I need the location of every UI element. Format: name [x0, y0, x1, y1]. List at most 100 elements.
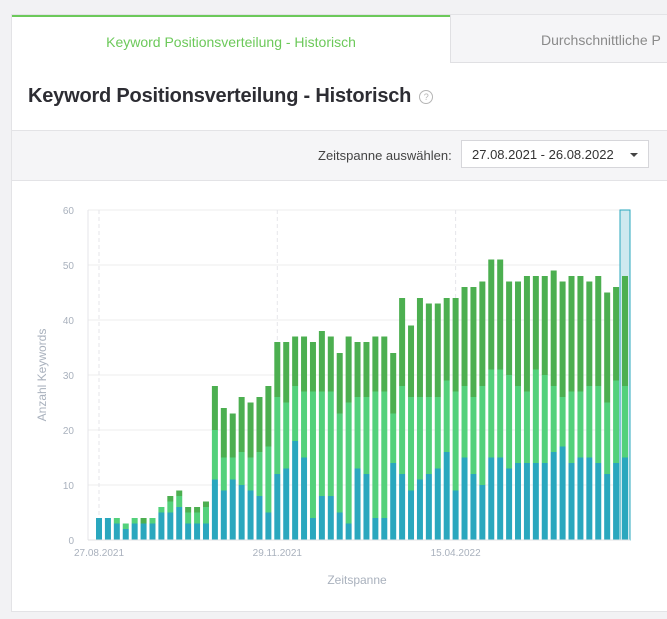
bar-segment-0	[185, 523, 192, 540]
bar-segment-2	[408, 325, 415, 397]
y-tick-label: 30	[63, 371, 75, 382]
bar-segment-2	[229, 413, 236, 458]
bar-segment-2	[256, 397, 263, 452]
bar-segment-2	[283, 342, 290, 403]
bar-segment-0	[532, 463, 539, 540]
bar-segment-2	[595, 276, 602, 386]
bar-segment-2	[247, 402, 254, 458]
bar-segment-1	[381, 391, 388, 518]
bar-segment-2	[613, 287, 620, 381]
timespan-value: 27.08.2021 - 26.08.2022	[472, 147, 614, 162]
y-axis-title: Anzahl Keywords	[35, 329, 49, 422]
bar-segment-2	[274, 342, 281, 397]
bar-segment-0	[301, 457, 308, 540]
bar-segment-2	[452, 298, 459, 392]
bar-segment-1	[238, 452, 245, 485]
bar-segment-0	[318, 496, 325, 540]
bar-segment-0	[613, 463, 620, 540]
bar-segment-2	[506, 281, 513, 375]
bar-segment-1	[434, 397, 441, 469]
bar-segment-1	[372, 391, 379, 518]
bar-segment-1	[559, 397, 566, 447]
bar-segment-0	[345, 523, 352, 540]
bar-segment-2	[523, 276, 530, 392]
bar-segment-0	[265, 512, 272, 540]
bar-segment-2	[559, 281, 566, 397]
bar-segment-0	[122, 529, 129, 540]
bar-segment-0	[283, 468, 290, 540]
bar-segment-0	[604, 474, 611, 540]
bar-segment-0	[292, 441, 299, 540]
bar-segment-1	[131, 518, 138, 524]
bar-segment-2	[399, 298, 406, 386]
bar-segment-2	[202, 501, 209, 507]
bar-segment-0	[202, 523, 209, 540]
bar-segment-1	[122, 523, 129, 529]
bar-segment-0	[399, 474, 406, 540]
bar-segment-1	[399, 386, 406, 474]
bar-segment-0	[131, 523, 138, 540]
bar-segment-1	[301, 391, 308, 458]
x-tick-label: 15.04.2022	[431, 548, 481, 559]
bar-segment-1	[452, 391, 459, 491]
bar-segment-0	[229, 479, 236, 540]
bar-segment-1	[595, 386, 602, 463]
bar-segment-2	[541, 276, 548, 375]
bar-segment-2	[586, 281, 593, 386]
bar-segment-1	[443, 380, 450, 452]
bar-segment-0	[541, 463, 548, 540]
y-tick-label: 20	[63, 426, 75, 437]
bar-segment-0	[167, 512, 174, 540]
bar-segment-2	[318, 331, 325, 392]
bar-segment-0	[479, 485, 486, 540]
y-tick-label: 10	[63, 481, 75, 492]
bar-segment-0	[461, 457, 468, 540]
bar-segment-0	[470, 474, 477, 540]
bar-segment-1	[158, 507, 165, 513]
bar-segment-1	[532, 369, 539, 463]
bar-segment-0	[176, 507, 183, 540]
bar-segment-2	[211, 386, 218, 430]
bar-segment-1	[247, 457, 254, 491]
bar-segment-2	[140, 518, 147, 524]
bar-segment-1	[604, 402, 611, 474]
bar-segment-0	[158, 512, 165, 540]
timespan-label: Zeitspanne auswählen:	[318, 148, 452, 163]
bar-segment-1	[336, 413, 343, 513]
bar-segment-1	[577, 391, 584, 458]
bar-segment-0	[506, 468, 513, 540]
bar-segment-1	[229, 457, 236, 480]
bar-segment-1	[345, 402, 352, 524]
bar-segment-2	[238, 397, 245, 452]
bar-segment-0	[238, 485, 245, 540]
bar-segment-1	[256, 452, 263, 496]
bar-segment-0	[452, 490, 459, 540]
tab-durchschnittliche-position[interactable]: Durchschnittliche P	[450, 15, 667, 63]
timespan-select[interactable]: 27.08.2021 - 26.08.2022	[461, 140, 649, 168]
bar-segment-0	[274, 474, 281, 540]
bar-segment-0	[497, 457, 504, 540]
bar-segment-0	[309, 518, 316, 540]
bar-segment-1	[541, 375, 548, 463]
bar-segment-1	[167, 501, 174, 513]
bar-segment-2	[390, 353, 397, 414]
bar-segment-0	[247, 490, 254, 540]
bar-segment-2	[185, 507, 192, 513]
bar-segment-1	[613, 380, 620, 463]
bar-segment-1	[220, 457, 227, 491]
bar-segment-0	[434, 468, 441, 540]
bar-segment-1	[497, 369, 504, 458]
bar-segment-1	[568, 391, 575, 463]
bar-segment-2	[309, 342, 316, 392]
bar-segment-0	[220, 490, 227, 540]
bar-segment-1	[470, 397, 477, 474]
tab-keyword-positionsverteilung[interactable]: Keyword Positionsverteilung - Historisch	[12, 15, 450, 63]
bar-segment-1	[622, 386, 628, 458]
bar-segment-1	[363, 397, 370, 474]
bar-segment-0	[104, 518, 111, 540]
question-circle-icon[interactable]: ?	[419, 89, 434, 104]
bar-segment-0	[408, 490, 415, 540]
bar-segment-1	[506, 375, 513, 469]
bar-segment-1	[488, 369, 495, 458]
y-tick-label: 0	[68, 536, 74, 547]
